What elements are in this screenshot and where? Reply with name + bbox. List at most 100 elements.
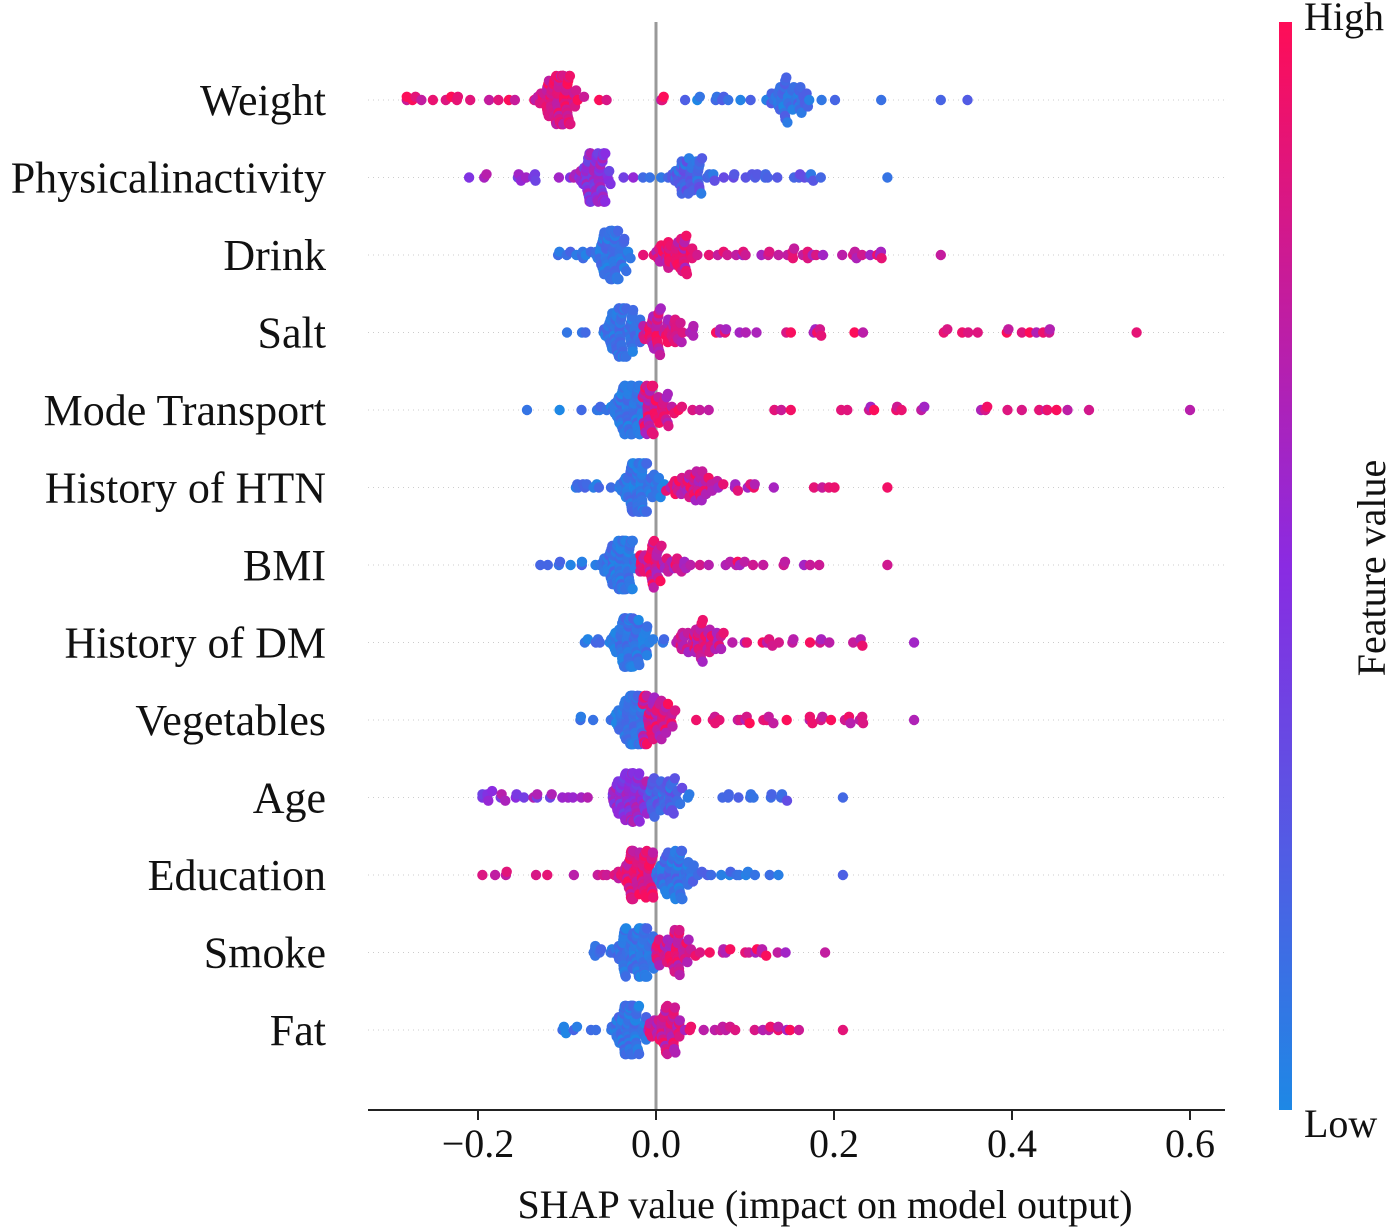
shap-point <box>655 303 666 314</box>
shap-point <box>595 944 607 955</box>
shap-point <box>681 269 693 280</box>
shap-point <box>676 401 688 412</box>
shap-point <box>676 336 687 348</box>
feature-label: Weight <box>200 76 326 125</box>
shap-point <box>780 947 791 958</box>
shap-point <box>781 714 792 726</box>
feature-label: Salt <box>258 309 326 358</box>
beeswarm-points <box>401 70 1196 1060</box>
shap-point <box>796 107 807 119</box>
shap-point <box>697 614 708 626</box>
shap-point <box>593 482 605 493</box>
shap-point <box>876 94 887 106</box>
shap-point <box>600 148 611 159</box>
shap-point <box>483 94 495 106</box>
shap-point <box>625 253 636 264</box>
shap-point <box>1083 404 1095 416</box>
shap-point <box>819 947 831 958</box>
shap-point <box>703 249 715 261</box>
shap-point <box>807 718 818 729</box>
shap-point <box>718 627 729 639</box>
shap-point <box>642 971 653 982</box>
shap-point <box>669 773 680 784</box>
shap-point <box>785 327 797 338</box>
shap-point <box>963 327 974 338</box>
feature-label: Smoke <box>204 929 326 978</box>
shap-point <box>670 705 681 716</box>
shap-point <box>670 1047 681 1058</box>
shap-point <box>553 172 565 183</box>
shap-point <box>752 169 763 180</box>
feature-label: BMI <box>243 541 326 590</box>
shap-point <box>962 94 973 106</box>
shap-point <box>627 535 638 547</box>
shap-point <box>745 94 756 106</box>
shap-point <box>816 330 827 341</box>
shap-point <box>751 327 762 338</box>
shap-point <box>535 559 546 571</box>
shap-point <box>634 768 645 779</box>
shap-point <box>908 714 920 726</box>
x-tick-label: 0.0 <box>631 1121 681 1166</box>
shap-point <box>682 956 693 968</box>
x-axis: −0.2 0.0 0.2 0.4 0.6 <box>368 1109 1225 1166</box>
feature-labels: Weight Physicalinactivity Drink Salt Mode Tr… <box>11 76 326 1055</box>
shap-point <box>692 249 703 261</box>
shap-point <box>781 795 793 806</box>
shap-point <box>829 94 841 106</box>
shap-point <box>762 172 773 183</box>
shap-point <box>749 1024 760 1036</box>
shap-point <box>675 317 686 329</box>
shap-point <box>521 404 533 416</box>
shap-point <box>714 714 725 726</box>
shap-point <box>795 82 806 93</box>
shap-point <box>1044 324 1056 335</box>
shap-point <box>779 556 791 567</box>
shap-point <box>764 869 775 881</box>
shap-point <box>696 153 708 164</box>
shap-point <box>654 349 666 361</box>
shap-point <box>612 225 624 237</box>
shap-point <box>825 714 837 726</box>
shap-point <box>647 634 659 645</box>
shap-point <box>679 94 691 106</box>
shap-point <box>766 789 777 800</box>
shap-point <box>837 869 849 881</box>
shap-point <box>416 94 427 106</box>
shap-point <box>740 327 751 338</box>
shap-point <box>681 230 692 241</box>
shap-point <box>732 485 744 496</box>
shap-point <box>773 637 784 648</box>
shap-point <box>532 789 543 800</box>
shap-point <box>530 175 541 186</box>
shap-point <box>723 94 734 106</box>
shap-point <box>845 718 856 729</box>
shap-point <box>718 172 729 183</box>
shap-point <box>530 869 542 881</box>
shap-point <box>633 614 644 626</box>
shap-point <box>776 404 787 416</box>
shap-point <box>709 175 720 186</box>
shap-point <box>733 792 744 803</box>
shap-point <box>857 718 869 729</box>
row-gridlines <box>368 99 1225 1031</box>
shap-point <box>741 637 753 648</box>
shap-point <box>628 172 639 183</box>
shap-point <box>638 249 649 261</box>
shap-point <box>685 1021 697 1032</box>
shap-point <box>1042 404 1053 416</box>
shap-point <box>876 253 887 264</box>
shap-point <box>804 559 816 571</box>
shap-point <box>600 196 611 207</box>
shap-point <box>509 94 521 106</box>
shap-point <box>669 1002 681 1013</box>
shap-point <box>483 795 494 806</box>
shap-point <box>730 1024 741 1036</box>
shap-point <box>882 172 893 183</box>
shap-point <box>641 506 652 517</box>
shap-point <box>749 479 760 490</box>
shap-point <box>676 782 688 794</box>
shap-point <box>816 94 827 106</box>
colorbar: High Low Feature value <box>1279 0 1394 1146</box>
shap-point <box>688 320 699 332</box>
